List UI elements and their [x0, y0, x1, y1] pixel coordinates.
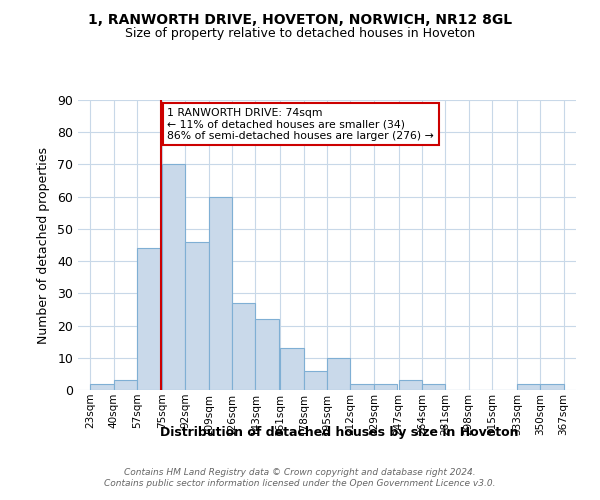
Bar	[517, 384, 540, 390]
Bar	[398, 380, 422, 390]
Bar	[256, 319, 279, 390]
Text: Size of property relative to detached houses in Hoveton: Size of property relative to detached ho…	[125, 28, 475, 40]
Text: Contains HM Land Registry data © Crown copyright and database right 2024.
Contai: Contains HM Land Registry data © Crown c…	[104, 468, 496, 487]
Y-axis label: Number of detached properties: Number of detached properties	[37, 146, 50, 344]
Bar	[114, 380, 137, 390]
Bar	[422, 384, 445, 390]
Bar	[185, 242, 209, 390]
Text: 1 RANWORTH DRIVE: 74sqm
← 11% of detached houses are smaller (34)
86% of semi-de: 1 RANWORTH DRIVE: 74sqm ← 11% of detache…	[167, 108, 434, 141]
Bar	[232, 303, 256, 390]
Bar	[162, 164, 185, 390]
Bar	[280, 348, 304, 390]
Bar	[374, 384, 397, 390]
Bar	[137, 248, 161, 390]
Text: Distribution of detached houses by size in Hoveton: Distribution of detached houses by size …	[160, 426, 518, 439]
Text: 1, RANWORTH DRIVE, HOVETON, NORWICH, NR12 8GL: 1, RANWORTH DRIVE, HOVETON, NORWICH, NR1…	[88, 12, 512, 26]
Bar	[209, 196, 232, 390]
Bar	[540, 384, 563, 390]
Bar	[350, 384, 374, 390]
Bar	[91, 384, 114, 390]
Bar	[304, 370, 327, 390]
Bar	[327, 358, 350, 390]
